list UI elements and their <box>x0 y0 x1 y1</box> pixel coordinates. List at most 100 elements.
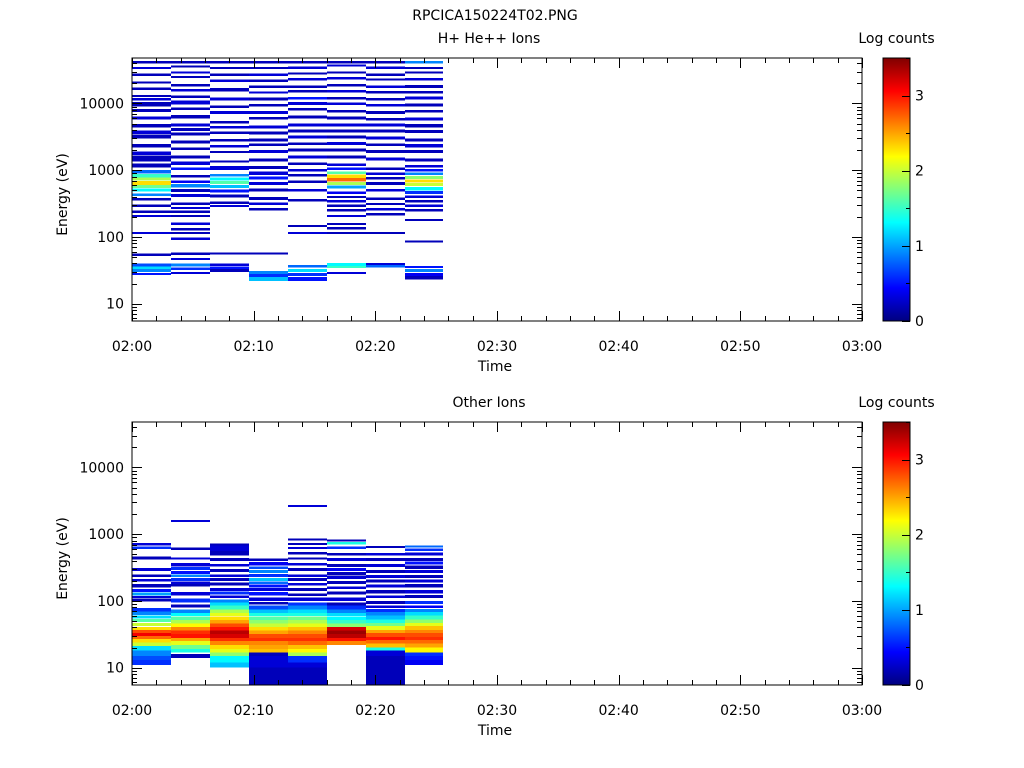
colorbar-segment <box>883 557 910 559</box>
heatmap-cell <box>405 590 443 594</box>
heatmap-cell <box>171 140 210 144</box>
colorbar-segment <box>883 109 910 111</box>
heatmap-cell <box>210 644 249 650</box>
colorbar-segment <box>883 97 910 99</box>
colorbar-segment <box>883 522 910 524</box>
colorbar-segment <box>883 621 910 623</box>
heatmap-cell <box>210 633 249 638</box>
colorbar-segment <box>883 150 910 152</box>
colorbar-segment <box>883 142 910 144</box>
heatmap-cell <box>327 209 366 212</box>
colorbar-segment <box>883 156 910 158</box>
colorbar-segment <box>883 488 910 490</box>
heatmap-cell <box>132 635 171 639</box>
heatmap-cell <box>366 579 405 583</box>
heatmap-cell <box>132 134 171 139</box>
colorbar-segment <box>883 102 910 104</box>
heatmap-cell <box>405 579 443 583</box>
colorbar-segment <box>883 632 910 634</box>
heatmap-cell <box>132 197 171 201</box>
heatmap-cell <box>210 563 249 567</box>
colorbar-segment <box>883 616 910 618</box>
colorbar-segment <box>883 158 910 160</box>
heatmap-cell <box>210 120 249 124</box>
heatmap-cell <box>288 148 327 152</box>
colorbar-segment <box>883 550 910 552</box>
colorbar-segment <box>883 312 910 314</box>
heatmap-cell <box>210 557 249 561</box>
heatmap-cell <box>405 117 443 121</box>
colorbar-segment <box>883 186 910 188</box>
heatmap-cell <box>210 591 249 595</box>
colorbar-segment <box>883 495 910 497</box>
heatmap-cell <box>132 108 171 112</box>
colorbar-frame <box>882 421 911 686</box>
heatmap-cell <box>366 619 405 623</box>
heatmap-cell <box>171 189 210 193</box>
heatmap-cell <box>171 84 210 87</box>
colorbar-segment <box>883 147 910 149</box>
heatmap-cell <box>405 90 443 94</box>
colorbar-segment <box>883 246 910 248</box>
colorbar-segment <box>883 275 910 277</box>
heatmap-cell <box>327 181 366 186</box>
colorbar-segment <box>883 291 910 293</box>
colorbar-segment <box>883 216 910 218</box>
heatmap-cell <box>210 166 249 171</box>
heatmap-cell <box>366 600 405 604</box>
heatmap-cell <box>366 546 405 549</box>
colorbar-tick-label: 2 <box>915 528 924 544</box>
heatmap-cell <box>405 195 443 199</box>
colorbar-segment <box>883 460 910 462</box>
heatmap-cell <box>288 662 327 668</box>
heatmap-cell <box>288 609 327 613</box>
colorbar-segment <box>883 290 910 292</box>
y-tick-label: 100 <box>97 594 124 610</box>
colorbar-segment <box>883 295 910 297</box>
heatmap-cell <box>132 542 171 546</box>
colorbar-segment <box>883 217 910 219</box>
colorbar-segment <box>883 437 910 439</box>
colorbar-segment <box>883 134 910 136</box>
heatmap-cell <box>171 520 210 523</box>
colorbar-segment <box>883 443 910 445</box>
colorbar-segment <box>883 508 910 510</box>
colorbar-segment <box>883 593 910 595</box>
colorbar-segment <box>883 628 910 630</box>
colorbar-segment <box>883 640 910 642</box>
heatmap-cell <box>327 546 366 550</box>
colorbar-segment <box>883 652 910 654</box>
colorbar-segment <box>883 179 910 181</box>
colorbar-segment <box>883 165 910 167</box>
heatmap-cell <box>210 616 249 620</box>
heatmap-cell <box>327 174 366 178</box>
colorbar-segment <box>883 664 910 666</box>
colorbar-segment <box>883 586 910 588</box>
heatmap-cell <box>249 649 288 653</box>
heatmap-cell <box>288 173 327 177</box>
heatmap-cell <box>132 130 171 134</box>
colorbar-segment <box>883 98 910 100</box>
x-axis-label: Time <box>477 723 512 739</box>
colorbar-segment <box>883 667 910 669</box>
heatmap-cell <box>249 208 288 211</box>
colorbar-segment <box>883 112 910 114</box>
colorbar-segment <box>883 105 910 107</box>
colorbar-segment <box>883 676 910 678</box>
heatmap-cell <box>405 269 443 272</box>
colorbar-segment <box>883 474 910 476</box>
colorbar-segment <box>883 477 910 479</box>
colorbar-segment <box>883 116 910 118</box>
colorbar-segment <box>883 314 910 316</box>
colorbar-segment <box>883 64 910 66</box>
y-tick-label: 1000 <box>88 527 124 543</box>
colorbar-segment <box>883 159 910 161</box>
colorbar-segment <box>883 75 910 77</box>
colorbar-segment <box>883 452 910 454</box>
heatmap-cell <box>405 164 443 168</box>
colorbar-segment <box>883 289 910 291</box>
heatmap-cell <box>249 176 288 180</box>
heatmap-cell <box>132 73 171 76</box>
colorbar-segment <box>883 128 910 130</box>
colorbar-segment <box>883 286 910 288</box>
